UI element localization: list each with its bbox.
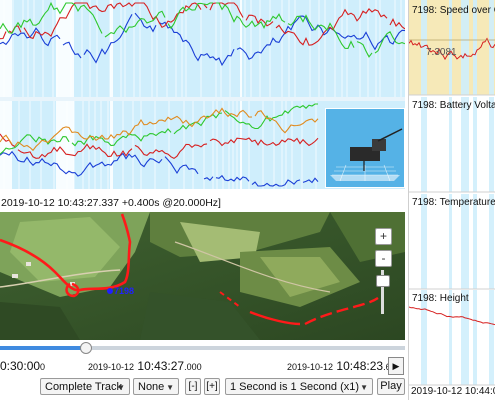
time-current: 2019-10-12 10:43:27.000 (88, 359, 202, 373)
speed-plot-title: 7198: Speed over Gro (412, 5, 495, 16)
time-end: 2019-10-12 10:48:23.695 (287, 359, 401, 373)
timeline-track[interactable] (0, 346, 405, 350)
track-select[interactable]: Complete Track ▼ (40, 378, 130, 395)
sensor-plot-middle-canvas (0, 101, 319, 189)
right-plots-column: 7198: Speed over Gro 7.3081 7198: Batter… (408, 0, 495, 400)
dropdown-arrow-icon: ▼ (360, 383, 368, 392)
map-marker-label: 7198 (114, 286, 135, 296)
status-line: 2019-10-12 10:43:27.337 +0.400s @20.000H… (0, 196, 406, 210)
map-zoom-slider[interactable] (381, 270, 384, 314)
sensor-plot-top[interactable] (0, 0, 405, 97)
dropdown-arrow-icon: ▼ (166, 383, 174, 392)
map-zoom-slider-handle[interactable] (376, 275, 390, 287)
overlay-select-value: None (138, 381, 165, 393)
track-select-value: Complete Track (45, 381, 123, 393)
map-zoom-out-button[interactable]: - (375, 250, 392, 267)
drone-3d-icon[interactable] (325, 108, 405, 188)
flight-track (0, 213, 132, 292)
timeline-handle[interactable] (80, 342, 92, 354)
map-marker-icon[interactable] (107, 288, 113, 294)
speed-value: 7.3081 (426, 47, 457, 58)
playback-speed-select[interactable]: 1 Second is 1 Second (x1) ▼ (225, 378, 373, 395)
overlay-select[interactable]: None ▼ (133, 378, 179, 395)
dropdown-arrow-icon: ▼ (117, 383, 125, 392)
plot-divider (0, 97, 405, 101)
map-imagery (0, 212, 405, 340)
next-frame-icon[interactable]: ▶ (388, 357, 404, 375)
height-plot-title: 7198: Height (412, 293, 469, 304)
play-button[interactable]: Play (377, 378, 405, 395)
sensor-plot-top-canvas (0, 0, 405, 97)
battery-plot-title: 7198: Battery Voltage (412, 100, 495, 111)
map-zoom-in-button[interactable]: + (375, 228, 392, 245)
range-zoom-in-button[interactable]: [+] (204, 378, 220, 395)
timeline-progress (0, 346, 86, 350)
right-plots-canvas (409, 0, 495, 386)
playback-speed-value: 1 Second is 1 Second (x1) (230, 381, 360, 393)
right-bottom-time: 2019-10-12 10:44:01 (411, 386, 495, 397)
range-zoom-out-button[interactable]: [-] (185, 378, 201, 395)
map-view[interactable] (0, 212, 405, 340)
time-start: 0:30:000 (0, 359, 46, 373)
temperature-plot-title: 7198: Temperature (412, 197, 495, 208)
